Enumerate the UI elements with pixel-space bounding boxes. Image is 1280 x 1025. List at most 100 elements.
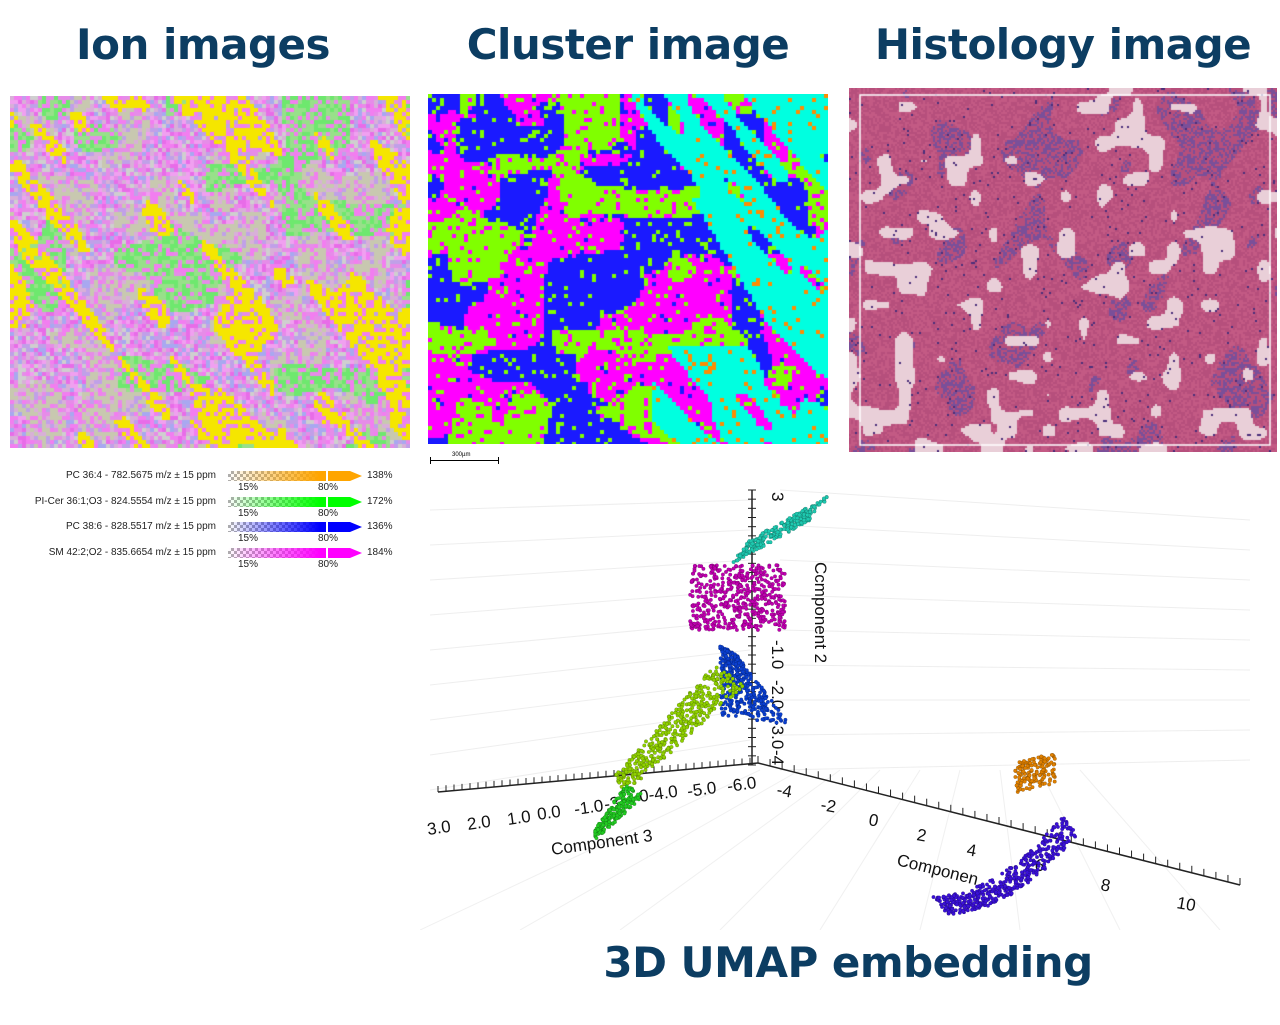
scatter-point <box>705 693 710 698</box>
scatter-point <box>1049 753 1054 758</box>
colorbar-arrow <box>350 496 362 507</box>
scatter-point <box>1051 773 1056 778</box>
scatter-point <box>1005 893 1010 898</box>
scatter-point <box>725 702 730 707</box>
scatter-point <box>782 523 787 528</box>
scatter-point <box>1028 761 1033 766</box>
scatter-point <box>806 517 811 522</box>
scatter-point <box>761 619 766 624</box>
scatter-point <box>1049 832 1054 837</box>
scatter-point <box>778 527 783 532</box>
scatter-point <box>968 893 973 898</box>
scatter-point <box>735 709 740 714</box>
scatter-point <box>600 830 605 835</box>
scatter-point <box>772 525 777 530</box>
scatter-point <box>652 750 657 755</box>
scatter-point <box>688 622 693 627</box>
scatter-point <box>723 699 728 704</box>
scatter-point <box>1052 779 1057 784</box>
intensity-mid: 80% <box>318 482 339 493</box>
scatter-point <box>720 576 725 581</box>
scatter-point <box>663 737 668 742</box>
scatter-point <box>1009 891 1014 896</box>
scatter-point <box>719 671 724 676</box>
scatter-point <box>712 582 717 587</box>
x-tick-label: 2 <box>915 825 928 845</box>
scatter-point <box>1068 826 1073 831</box>
scatter-point <box>737 704 742 709</box>
scatter-point <box>818 499 823 504</box>
scatter-point <box>657 724 662 729</box>
scatter-point <box>631 797 636 802</box>
scatter-point <box>703 624 708 629</box>
intensity-max: 138% <box>367 470 393 481</box>
intensity-colorbar <box>228 471 350 481</box>
scatter-point <box>709 593 714 598</box>
scatter-point <box>1046 859 1051 864</box>
scatter-point <box>776 578 781 583</box>
scatter-point <box>712 694 717 699</box>
scatter-point <box>1056 844 1061 849</box>
scatter-point <box>725 587 730 592</box>
scatter-point <box>732 707 737 712</box>
scatter-point <box>673 740 678 745</box>
scatter-point <box>790 522 795 527</box>
scatter-point <box>750 563 755 568</box>
scatter-point <box>1022 776 1027 781</box>
scatter-point <box>737 613 742 618</box>
scatter-point <box>726 576 731 581</box>
scatter-point <box>940 904 945 909</box>
grid-line <box>1039 769 1121 930</box>
scatter-point <box>728 695 733 700</box>
colorbar-arrow <box>350 471 362 481</box>
scatter-point <box>769 576 774 581</box>
scatter-point <box>593 829 598 834</box>
scatter-point <box>990 887 995 892</box>
scatter-point <box>701 718 706 723</box>
scatter-point <box>711 624 716 629</box>
scatter-point <box>739 710 744 715</box>
grid-line <box>779 759 1251 771</box>
scatter-point <box>727 663 732 668</box>
scatter-point <box>1026 880 1031 885</box>
scatter-point <box>750 599 755 604</box>
scatter-point <box>614 772 619 777</box>
scatter-point <box>769 534 774 539</box>
legend-row: PI-Cer 36:1;O3 - 824.5554 m/z ± 15 ppm 1… <box>0 495 410 522</box>
scatter-point <box>742 595 747 600</box>
scatter-point <box>719 700 724 705</box>
scatter-point <box>965 908 970 913</box>
scatter-point <box>758 690 763 695</box>
scatter-point <box>744 541 749 546</box>
scatter-point <box>748 674 753 679</box>
scatter-point <box>717 589 722 594</box>
scatter-point <box>698 585 703 590</box>
scatter-point <box>694 583 699 588</box>
scatter-point <box>705 618 710 623</box>
scatter-point <box>1041 835 1046 840</box>
scatter-point <box>746 625 751 630</box>
scatter-point <box>695 607 700 612</box>
scatter-point <box>993 896 998 901</box>
scatter-point <box>962 904 967 909</box>
scatter-point <box>720 612 725 617</box>
scatter-point <box>689 728 694 733</box>
scatter-point <box>595 823 600 828</box>
scatter-point <box>812 504 817 509</box>
scatter-point <box>624 786 629 791</box>
scatter-point <box>666 730 671 735</box>
scatter-point <box>688 692 693 697</box>
scatter-point <box>744 688 749 693</box>
scatter-point <box>987 894 992 899</box>
scatter-point <box>646 750 651 755</box>
scatter-point <box>632 754 637 759</box>
scatter-point <box>733 624 738 629</box>
scatter-point <box>741 601 746 606</box>
y-axis-label: Ccmponent 2 <box>811 562 830 663</box>
intensity-colorbar <box>228 496 350 507</box>
scatter-point <box>733 599 738 604</box>
scatter-point <box>733 654 738 659</box>
scatter-point <box>713 590 718 595</box>
scatter-point <box>755 606 760 611</box>
scatter-point <box>695 719 700 724</box>
